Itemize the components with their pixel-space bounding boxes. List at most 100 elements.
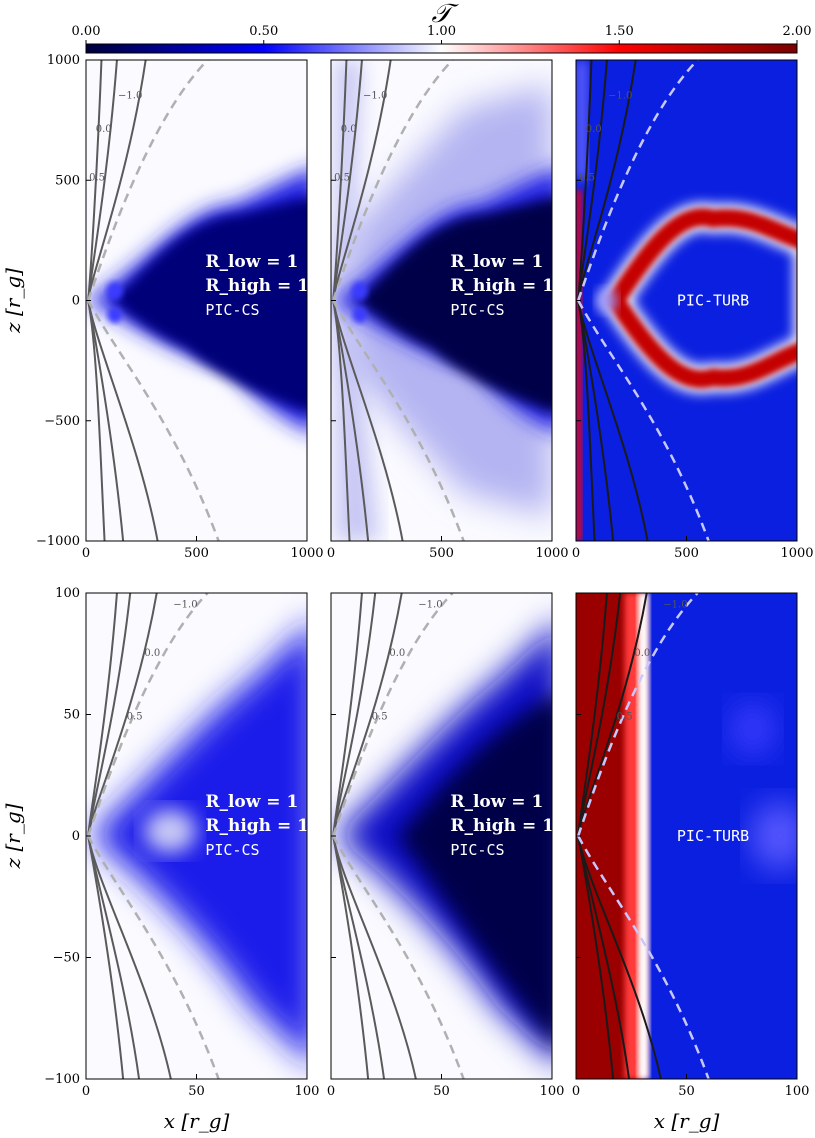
panel-image: 0.5 0.0 −1.0 R_low = 1 R_high = 10 PIC-CS: [86, 593, 307, 1079]
x-tick-label: 500: [184, 546, 209, 561]
annotation-model: PIC-TURB: [677, 827, 749, 845]
y-tick-label: 100: [55, 586, 80, 601]
panel-image: 0.5 0.0 −1.0 R_low = 1 R_high = 160 PIC-CS: [331, 593, 577, 1079]
panel-1-1: 0.5 0.0 −1.0 R_low = 1 R_high = 160 PIC-CS 0 50…: [327, 592, 577, 1099]
colorbar-bar: [85, 43, 798, 54]
field-line: [577, 300, 615, 541]
panel-1-0: 0.5 0.0 −1.0 R_low = 1 R_high = 10 PIC-CS 0 50 1…: [44, 586, 320, 1099]
annotation-r-high: R_high = 160: [450, 816, 577, 836]
contour-label: 0.0: [389, 648, 405, 659]
x-tick-label: 0: [572, 546, 580, 561]
panel-image: 0.5 0.0 −1.0 PIC-TURB: [576, 60, 797, 541]
dashed-boundary: [87, 593, 209, 837]
contour-label: 0.0: [341, 124, 357, 135]
x-tick-label: 50: [678, 1084, 695, 1099]
dashed-boundary: [577, 835, 710, 1079]
y-tick-label: 50: [63, 708, 80, 723]
light-patch: [730, 703, 775, 756]
colorbar-tick-label: 0.00: [72, 24, 101, 39]
annotation-r-low: R_low = 1: [205, 792, 298, 812]
x-tick-label: 1000: [535, 546, 568, 561]
contour-label: −1.0: [608, 90, 632, 101]
x-tick-label: 0: [572, 1084, 580, 1099]
dashed-boundary: [332, 60, 454, 301]
inner-blob: [596, 288, 617, 313]
inner-blob: [351, 281, 368, 300]
x-tick-label: 0: [82, 1084, 90, 1099]
x-tick-label: 1000: [290, 546, 323, 561]
panel-1-2: 0.5 0.0 −1.0 PIC-TURB 0 50 100: [572, 592, 810, 1099]
funnel-wall: [335, 60, 380, 541]
x-tick-label: 0: [82, 546, 90, 561]
x-tick-label: 500: [674, 546, 699, 561]
panel-image: 0.5 0.0 −1.0 PIC-TURB: [576, 593, 797, 1079]
y-tick-label: 1000: [47, 53, 80, 68]
annotation-model: PIC-CS: [450, 301, 504, 319]
contour-label: 0.5: [372, 711, 388, 722]
colorbar-tick-label: 1.00: [427, 24, 456, 39]
contour-label: 0.0: [586, 124, 602, 135]
panel-0-2: 0.5 0.0 −1.0 PIC-TURB 0 500 1000: [572, 59, 814, 561]
dashed-boundary: [87, 835, 220, 1079]
light-patch: [751, 802, 797, 870]
annotation-r-low: R_low = 1: [205, 252, 298, 272]
contour-label: −1.0: [363, 90, 387, 101]
annotation-model: PIC-CS: [450, 841, 504, 859]
contour-label: 0.5: [617, 711, 633, 722]
dashed-boundary: [87, 299, 220, 541]
x-axis-label: x [r_g]: [654, 1109, 720, 1133]
field-line: [87, 300, 125, 541]
x-tick-label: 100: [785, 1084, 810, 1099]
x-tick-label: 0: [327, 546, 335, 561]
field-line: [332, 60, 392, 301]
contour-label: 0.0: [634, 648, 650, 659]
panel-0-0: 0.5 0.0 −1.0 R_low = 1 R_high = 10 PIC-CS 0 500…: [36, 53, 324, 561]
contour-label: 0.5: [127, 711, 143, 722]
contour-label: −1.0: [663, 600, 687, 611]
contour-label: 0.0: [144, 648, 160, 659]
field-line: [577, 60, 637, 301]
field-line: [332, 835, 386, 1079]
dashed-boundary: [332, 299, 465, 541]
field-line: [332, 300, 370, 541]
field-line: [332, 593, 403, 837]
x-tick-label: 100: [295, 1084, 320, 1099]
contour-label: 0.5: [89, 172, 105, 183]
y-tick-label: −100: [44, 1072, 80, 1087]
field-line: [87, 593, 158, 837]
field-line: [87, 835, 172, 1079]
y-axis-label: z [r_g]: [1, 268, 25, 334]
x-tick-label: 50: [188, 1084, 205, 1099]
axis-light: [576, 60, 588, 181]
light-patch: [143, 809, 196, 854]
y-axis-label: z [r_g]: [1, 803, 25, 869]
disk-core: [397, 696, 552, 1043]
field-line: [87, 300, 159, 541]
disk-core: [357, 197, 552, 413]
inner-blob: [106, 281, 123, 300]
dashed-boundary: [87, 60, 209, 301]
annotation-r-low: R_low = 1: [450, 792, 543, 812]
field-line: [577, 835, 662, 1079]
y-tick-label: −1000: [36, 534, 80, 549]
x-tick-label: 500: [429, 546, 454, 561]
annotation-r-low: R_low = 1: [450, 252, 543, 272]
contour-label: 0.5: [579, 172, 595, 183]
field-line: [577, 593, 648, 837]
x-axis-label: x [r_g]: [164, 1109, 230, 1133]
annotation-r-high: R_high = 160: [450, 276, 577, 296]
colorbar-tick-label: 0.50: [249, 24, 278, 39]
dashed-boundary: [332, 593, 454, 837]
annotation-r-high: R_high = 10: [205, 276, 321, 296]
colorbar-tick-label: 1.50: [605, 24, 634, 39]
field-line: [577, 300, 649, 541]
annotation-model: PIC-CS: [205, 301, 259, 319]
colorbar: 𝒯0.00 0.50 1.00 1.50 2.00: [72, 0, 811, 54]
contour-label: −1.0: [418, 600, 442, 611]
panel-0-1: 0.5 0.0 −1.0 R_low = 1 R_high = 160 PIC-CS 0 50…: [327, 59, 577, 561]
dashed-boundary: [577, 299, 710, 541]
field-line: [332, 835, 417, 1079]
axis-sheath: [576, 189, 582, 541]
